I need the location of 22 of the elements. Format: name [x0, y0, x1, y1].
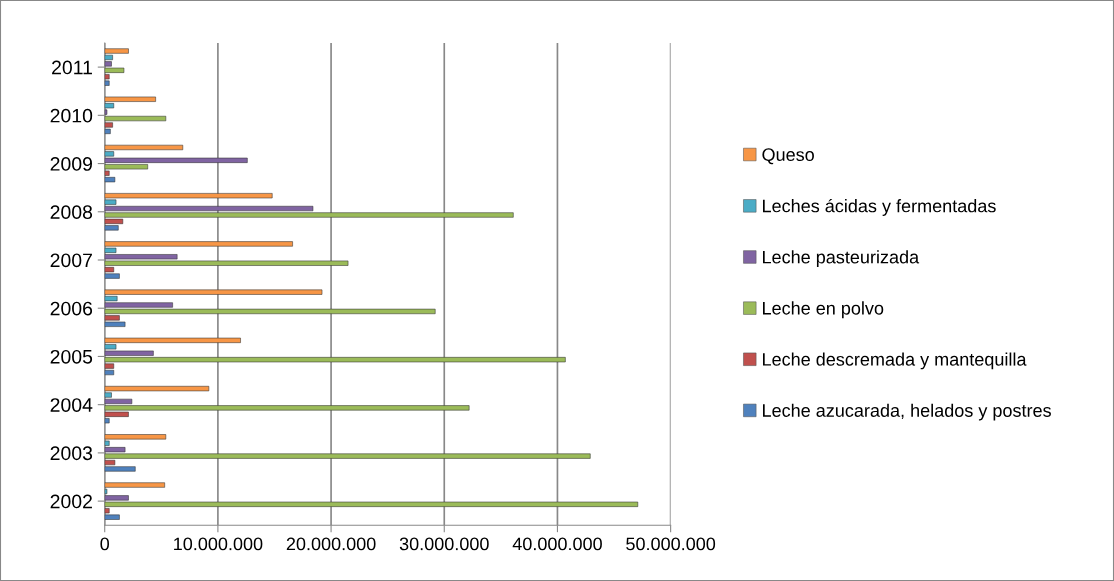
y-tick-label: 2010 — [50, 108, 93, 123]
y-tick-label: 2002 — [50, 494, 92, 509]
y-tick-label: 2011 — [52, 60, 92, 75]
legend-label: Leche en polvo — [763, 301, 884, 319]
legend-label: Leche azucarada, helados y postres — [763, 403, 1051, 421]
y-tick-label: 2007 — [50, 253, 92, 268]
legend-label: Leche pasteurizada — [763, 250, 920, 268]
x-tick-label: 40.000.000 — [512, 537, 602, 551]
y-tick-label: 2009 — [50, 157, 92, 171]
x-tick-label: 30.000.000 — [399, 537, 489, 551]
y-tick-label: 2003 — [50, 446, 93, 461]
x-tick-label: 50.000.000 — [626, 537, 716, 551]
x-tick-label: 0 — [100, 537, 110, 551]
y-tick-label: 2008 — [50, 205, 93, 220]
y-tick-label: 2006 — [50, 301, 93, 316]
y-tick-label: 2004 — [50, 398, 93, 412]
legend-label: Leche descremada y mantequilla — [763, 352, 1027, 370]
x-tick-label: 20.000.000 — [286, 537, 376, 551]
y-tick-label: 2005 — [50, 349, 93, 364]
x-tick-label: 10.000.000 — [174, 537, 263, 551]
legend-label: Leches ácidas y fermentadas — [763, 198, 996, 216]
legend-label: Queso — [762, 148, 814, 165]
